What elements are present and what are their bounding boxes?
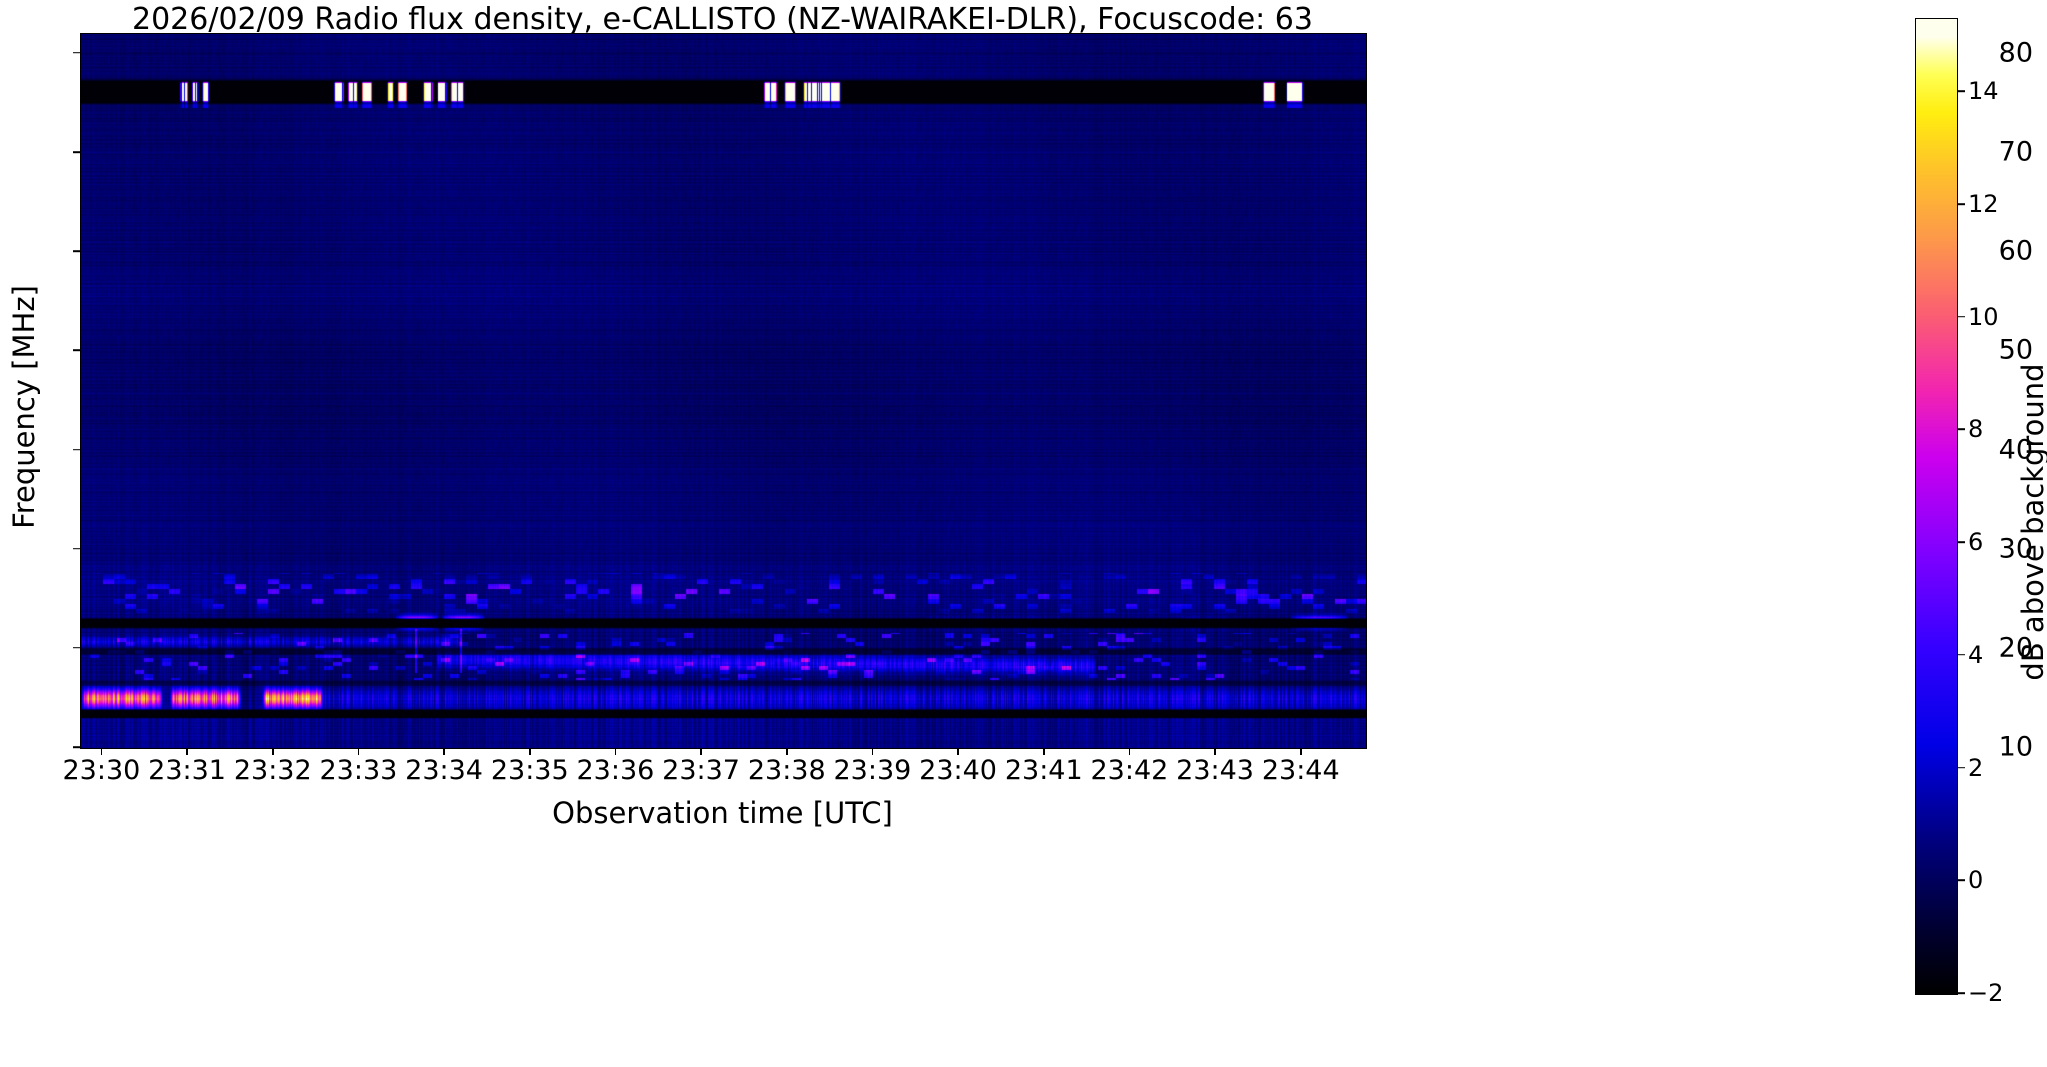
x-tick-mark-23-38: [785, 748, 788, 755]
x-tick-label-23-42: 23:42: [1090, 755, 1169, 786]
colorbar-tick-mark-6: [1957, 541, 1965, 543]
colorbar: [1915, 18, 1958, 995]
colorbar-tick-label-10: 10: [1968, 302, 1999, 331]
x-tick-mark-23-33: [357, 748, 360, 755]
colorbar-tick-mark-8: [1957, 428, 1965, 431]
colorbar-tick-mark-2: [1957, 766, 1965, 769]
y-tick-mark-40: [73, 448, 80, 451]
x-tick-label-23-40: 23:40: [919, 755, 997, 786]
x-tick-mark-23-30: [100, 748, 103, 755]
colorbar-tick-mark-10: [1957, 315, 1965, 318]
y-tick-label-80: 80: [1998, 37, 2033, 69]
x-tick-label-23-30: 23:30: [62, 755, 141, 786]
x-tick-label-23-44: 23:44: [1261, 755, 1340, 786]
y-tick-label-10: 10: [1998, 731, 2033, 763]
colorbar-tick-label-4: 4: [1968, 640, 1984, 669]
colorbar-tick-label-6: 6: [1968, 528, 1984, 557]
page-title: 2026/02/09 Radio flux density, e-CALLIST…: [131, 2, 1313, 37]
x-tick-mark-23-44: [1299, 748, 1302, 755]
y-tick-label-20: 20: [1998, 632, 2033, 664]
x-tick-label-23-31: 23:31: [148, 755, 226, 786]
colorbar-tick-label-8: 8: [1968, 415, 1984, 444]
colorbar-tick-mark-14: [1957, 90, 1965, 93]
colorbar-tick-label-2: 2: [1968, 753, 1984, 782]
y-tick-label-40: 40: [1998, 434, 2033, 465]
spectrogram-image: [81, 34, 1366, 748]
y-tick-mark-20: [73, 647, 80, 649]
x-tick-mark-23-39: [871, 748, 874, 755]
x-tick-mark-23-42: [1128, 748, 1131, 755]
x-tick-mark-23-37: [700, 748, 702, 755]
y-axis-label: Frequency [MHz]: [7, 285, 41, 529]
x-tick-label-23-38: 23:38: [747, 755, 826, 786]
y-tick-label-50: 50: [1998, 334, 2033, 366]
y-tick-mark-30: [73, 547, 80, 550]
x-tick-mark-23-40: [957, 748, 959, 755]
y-tick-mark-50: [73, 349, 80, 352]
y-tick-label-60: 60: [1998, 235, 2033, 267]
x-tick-label-23-39: 23:39: [833, 755, 912, 786]
y-tick-mark-10: [73, 746, 80, 748]
x-tick-label-23-43: 23:43: [1176, 755, 1254, 786]
colorbar-tick-label-12: 12: [1968, 189, 1999, 218]
colorbar-tick-mark-neg2: [1957, 992, 1965, 994]
x-tick-mark-23-32: [271, 748, 274, 755]
colorbar-gradient: [1916, 19, 1957, 994]
x-tick-mark-23-35: [528, 748, 531, 755]
colorbar-tick-mark-0: [1957, 879, 1965, 882]
colorbar-label: dB above background: [2016, 363, 2047, 681]
colorbar-tick-mark-4: [1957, 654, 1965, 656]
x-tick-mark-23-34: [443, 748, 445, 755]
x-tick-label-23-32: 23:32: [233, 755, 312, 786]
x-tick-mark-23-36: [614, 748, 617, 755]
x-axis-label: Observation time [UTC]: [552, 796, 893, 830]
x-tick-label-23-35: 23:35: [490, 755, 569, 786]
spectrogram-plot-area: [80, 33, 1367, 749]
x-tick-label-23-36: 23:36: [576, 755, 655, 786]
colorbar-tick-label-neg2: −2: [1968, 979, 2004, 1007]
x-tick-label-23-41: 23:41: [1004, 755, 1083, 786]
x-tick-mark-23-43: [1214, 748, 1216, 755]
y-tick-label-70: 70: [1998, 136, 2033, 168]
colorbar-tick-mark-12: [1957, 203, 1965, 205]
colorbar-tick-label-14: 14: [1968, 77, 1999, 106]
x-tick-label-23-34: 23:34: [405, 755, 483, 786]
y-tick-label-30: 30: [1998, 533, 2033, 565]
y-tick-mark-70: [73, 151, 80, 153]
y-tick-mark-80: [73, 52, 80, 54]
colorbar-tick-label-0: 0: [1968, 866, 1984, 895]
y-tick-mark-60: [73, 250, 80, 252]
x-tick-label-23-33: 23:33: [319, 755, 398, 786]
x-tick-label-23-37: 23:37: [662, 755, 740, 786]
x-tick-mark-23-41: [1042, 748, 1045, 755]
x-tick-mark-23-31: [186, 748, 188, 755]
